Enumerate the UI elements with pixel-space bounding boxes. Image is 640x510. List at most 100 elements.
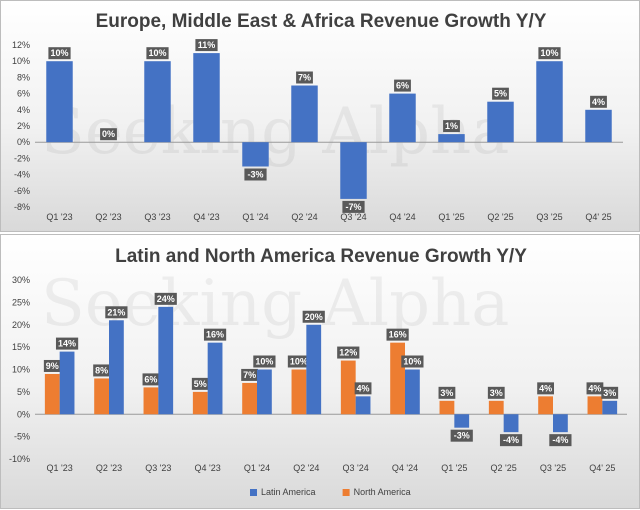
bar-north-america <box>340 360 356 415</box>
bar-latin-america <box>405 369 420 415</box>
x-tick-label: Q3 '24 <box>343 463 369 473</box>
data-label-box <box>601 386 619 399</box>
bar-latin-america <box>602 400 618 415</box>
x-tick-label: Q3 '25 <box>540 463 566 473</box>
data-label: 10% <box>540 48 558 58</box>
data-label: 24% <box>157 294 175 304</box>
bar-north-america <box>390 342 405 415</box>
data-label-box <box>244 168 267 181</box>
x-tick-label: Q3 '23 <box>145 463 171 473</box>
y-tick-label: -4% <box>14 170 30 180</box>
x-tick-label: Q4 '23 <box>193 212 219 222</box>
data-label: 10% <box>50 48 68 58</box>
legend-swatch <box>250 489 257 496</box>
data-label-box <box>100 128 117 141</box>
data-label-box <box>203 328 227 341</box>
bar-revenue-growth <box>438 134 465 143</box>
data-label-box <box>443 120 460 133</box>
bar-revenue-growth <box>487 101 514 143</box>
x-tick-label: Q4 '24 <box>389 212 415 222</box>
data-label: 5% <box>194 379 207 389</box>
legend-label: North America <box>354 487 411 497</box>
bar-revenue-growth <box>242 142 269 167</box>
data-label-box <box>146 47 169 60</box>
data-label-box <box>241 368 258 381</box>
y-tick-label: 10% <box>12 56 30 66</box>
y-tick-label: -6% <box>14 186 30 196</box>
data-label: 20% <box>305 312 323 322</box>
bar-north-america <box>538 396 553 415</box>
data-label: 0% <box>102 129 115 139</box>
data-label: -4% <box>503 435 519 445</box>
bar-revenue-growth <box>193 53 220 143</box>
y-tick-label: 4% <box>17 105 30 115</box>
bar-north-america <box>587 396 603 415</box>
data-label-box <box>154 292 177 305</box>
x-tick-label: Q1 '25 <box>441 463 467 473</box>
x-tick-label: Q1 '24 <box>242 212 268 222</box>
emea-chart: Seeking Alpha Europe, Middle East & Afri… <box>12 11 623 222</box>
data-label-box <box>142 373 160 386</box>
data-label-box <box>43 359 61 372</box>
data-label-box <box>253 355 276 368</box>
data-label: 8% <box>95 365 108 375</box>
data-label-box <box>93 364 110 377</box>
y-tick-label: -8% <box>14 202 30 212</box>
data-label: 4% <box>592 97 605 107</box>
data-label: 14% <box>58 339 76 349</box>
data-label: 5% <box>494 89 507 99</box>
data-label: -7% <box>345 202 361 212</box>
data-label: 7% <box>243 370 256 380</box>
y-tick-label: 30% <box>12 275 30 285</box>
x-tick-label: Q1 '23 <box>47 463 73 473</box>
data-label: 6% <box>396 81 409 91</box>
y-tick-label: 10% <box>12 365 30 375</box>
data-label-box <box>499 434 523 447</box>
bar-north-america <box>291 369 307 415</box>
watermark: Seeking Alpha <box>41 95 509 169</box>
data-label: 4% <box>539 383 552 393</box>
data-label-box <box>438 386 456 399</box>
x-tick-label: Q2 '23 <box>96 463 122 473</box>
data-label-box <box>195 39 218 52</box>
data-label: 3% <box>490 388 503 398</box>
x-tick-label: Q2 '25 <box>487 212 513 222</box>
data-label-box <box>191 377 209 390</box>
x-tick-label: Q2 '24 <box>293 463 319 473</box>
x-tick-label: Q3 '23 <box>144 212 170 222</box>
legend-swatch <box>342 489 350 496</box>
y-tick-label: 0% <box>17 137 30 147</box>
data-label: 11% <box>198 40 216 50</box>
data-label-box <box>538 47 561 60</box>
bar-revenue-growth <box>389 93 416 143</box>
data-label-box <box>342 200 365 213</box>
data-label: 16% <box>206 330 224 340</box>
data-label: 4% <box>357 383 370 393</box>
x-tick-label: Q1 '23 <box>46 212 72 222</box>
data-label: 12% <box>339 348 357 358</box>
chart-title: Latin and North America Revenue Growth Y… <box>115 246 527 267</box>
x-tick-label: Q1 '24 <box>244 463 270 473</box>
x-tick-label: Q4 '24 <box>392 463 418 473</box>
y-tick-label: 12% <box>12 40 30 50</box>
bar-latin-america <box>207 342 223 415</box>
bar-north-america <box>439 400 455 415</box>
data-label-box <box>337 346 360 359</box>
bar-revenue-growth <box>585 109 612 143</box>
bar-latin-america <box>355 396 371 415</box>
x-tick-label: Q3 '25 <box>536 212 562 222</box>
data-label: 10% <box>290 357 308 367</box>
data-label: 1% <box>445 121 458 131</box>
data-label-box <box>302 310 325 323</box>
data-label-box <box>48 47 71 60</box>
data-label: 9% <box>46 361 59 371</box>
data-label-box <box>590 95 607 108</box>
data-label: 3% <box>603 388 616 398</box>
x-tick-label: Q2 '25 <box>491 463 517 473</box>
y-tick-label: 2% <box>17 121 30 131</box>
y-tick-label: -10% <box>9 454 30 464</box>
bar-north-america <box>44 373 60 415</box>
data-label-box <box>386 328 409 341</box>
data-label-box <box>549 434 572 447</box>
bar-latin-america <box>59 351 75 415</box>
